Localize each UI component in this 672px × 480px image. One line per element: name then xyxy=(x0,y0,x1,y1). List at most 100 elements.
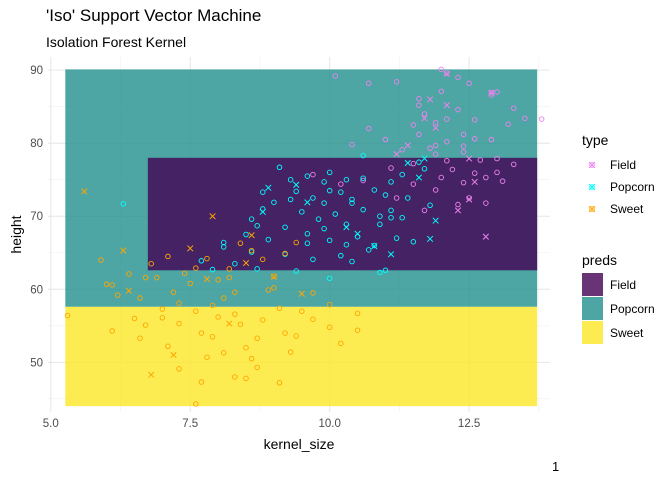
point-field xyxy=(416,102,422,108)
point-sweet xyxy=(293,333,299,339)
type-legend-label: Field xyxy=(610,158,636,172)
point-field xyxy=(382,136,389,143)
point-sweet xyxy=(282,330,288,336)
point-x-field xyxy=(471,178,478,186)
point-sweet xyxy=(237,240,244,247)
point-popcorn xyxy=(388,207,394,214)
point-popcorn xyxy=(360,206,366,213)
point-field xyxy=(471,170,478,176)
point-field xyxy=(483,174,489,181)
point-popcorn xyxy=(338,189,344,195)
point-field xyxy=(438,66,444,73)
point-popcorn xyxy=(349,200,355,206)
point-field xyxy=(477,157,484,163)
preds-legend-label: Popcorn xyxy=(610,302,655,316)
point-sweet xyxy=(354,310,361,317)
point-x-field xyxy=(454,207,462,214)
page-number: 1 xyxy=(552,459,560,474)
preds-legend-key xyxy=(582,273,603,296)
point-sweet xyxy=(215,314,221,320)
point-field xyxy=(483,200,489,206)
point-x-sweet xyxy=(203,275,211,283)
point-sweet xyxy=(254,335,260,341)
point-sweet xyxy=(193,308,199,314)
point-sweet xyxy=(237,321,244,328)
point-popcorn xyxy=(209,266,216,273)
point-popcorn xyxy=(421,166,428,172)
point-sweet xyxy=(220,350,227,356)
chart-subtitle: Isolation Forest Kernel xyxy=(46,34,187,50)
point-sweet xyxy=(226,266,233,272)
point-popcorn xyxy=(382,192,389,198)
point-x-popcorn xyxy=(343,224,350,231)
point-field xyxy=(455,74,461,81)
y-tick-label: 70 xyxy=(30,211,43,223)
point-x-field xyxy=(426,96,434,103)
point-sweet xyxy=(154,274,160,281)
point-x-field xyxy=(465,155,473,162)
point-popcorn xyxy=(377,269,383,276)
point-field xyxy=(432,187,439,193)
point-x-popcorn xyxy=(354,230,361,237)
point-field xyxy=(444,70,450,76)
point-popcorn xyxy=(276,164,283,171)
point-sweet xyxy=(176,320,182,327)
point-popcorn xyxy=(338,252,344,259)
point-popcorn xyxy=(360,175,366,182)
point-popcorn xyxy=(326,187,333,194)
point-x-sweet xyxy=(125,287,133,294)
point-sweet xyxy=(226,274,233,281)
point-sweet xyxy=(181,270,188,276)
point-sweet xyxy=(326,301,333,308)
point-x-field xyxy=(443,102,450,109)
point-sweet xyxy=(137,295,143,301)
point-x-field xyxy=(488,89,495,96)
point-sweet xyxy=(176,366,182,372)
preds-legend-key xyxy=(582,297,603,320)
point-sweet xyxy=(276,380,283,386)
point-popcorn xyxy=(304,240,311,247)
point-sweet xyxy=(159,306,166,312)
point-popcorn xyxy=(360,152,366,159)
point-sweet xyxy=(271,285,277,291)
point-field xyxy=(460,131,467,138)
point-popcorn xyxy=(120,201,127,207)
point-field xyxy=(438,88,444,95)
point-x-field xyxy=(404,142,411,149)
point-sweet xyxy=(271,273,277,279)
point-sweet xyxy=(220,295,227,301)
point-sweet xyxy=(248,247,255,254)
point-field xyxy=(488,136,495,143)
point-popcorn xyxy=(326,169,333,176)
point-x-popcorn xyxy=(304,199,311,206)
point-field xyxy=(410,181,417,187)
preds-legend-label: Sweet xyxy=(610,326,644,340)
point-sweet xyxy=(137,335,143,341)
point-popcorn xyxy=(365,247,372,253)
region-field xyxy=(147,157,538,271)
point-field xyxy=(505,121,511,127)
point-field xyxy=(460,149,467,155)
point-field xyxy=(438,174,444,181)
point-sweet xyxy=(198,379,205,385)
point-popcorn xyxy=(388,214,394,221)
point-popcorn xyxy=(399,171,405,178)
preds-legend-label: Field xyxy=(610,278,636,292)
type-legend-key-circle xyxy=(589,206,595,212)
point-popcorn xyxy=(371,242,378,249)
axes: 5.0 7.5 10.0 12.5 50 60 70 80 90 kernel_size heigh… xyxy=(8,65,480,452)
point-popcorn xyxy=(382,267,389,274)
point-popcorn xyxy=(349,196,355,203)
point-popcorn xyxy=(220,239,227,246)
point-popcorn xyxy=(349,258,355,265)
prediction-regions xyxy=(65,69,538,407)
point-popcorn xyxy=(271,199,277,206)
x-tick-label: 7.5 xyxy=(182,418,198,430)
point-popcorn xyxy=(321,200,327,206)
point-sweet xyxy=(148,260,154,267)
point-sweet xyxy=(109,282,115,288)
point-sweet xyxy=(243,375,249,382)
point-x-popcorn xyxy=(387,251,395,258)
point-field xyxy=(421,207,428,214)
